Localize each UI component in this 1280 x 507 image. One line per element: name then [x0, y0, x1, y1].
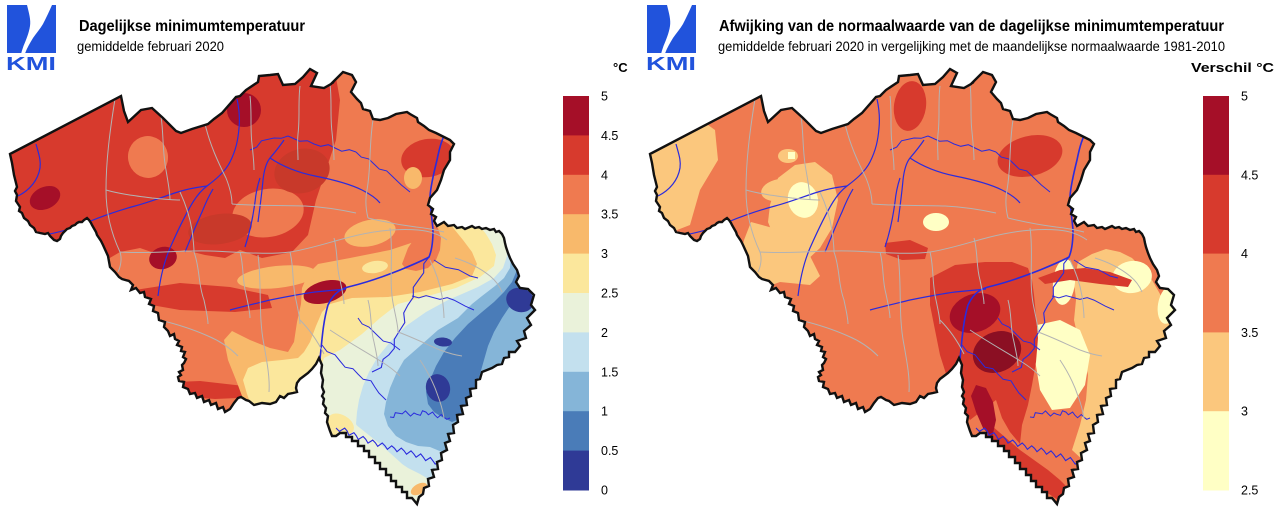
svg-text:5: 5	[1241, 90, 1248, 104]
svg-text:5: 5	[601, 90, 608, 104]
svg-text:4: 4	[1241, 247, 1248, 261]
svg-text:3: 3	[601, 247, 608, 261]
svg-text:2.5: 2.5	[601, 287, 618, 301]
svg-text:KMI: KMI	[646, 54, 696, 74]
svg-text:1: 1	[601, 405, 608, 419]
svg-text:2: 2	[601, 326, 608, 340]
svg-text:4: 4	[601, 168, 608, 182]
svg-text:3.5: 3.5	[601, 208, 618, 222]
svg-text:3.5: 3.5	[1241, 326, 1258, 340]
svg-text:Afwijking van de normaalwaarde: Afwijking van de normaalwaarde van de da…	[719, 18, 1224, 35]
svg-text:Verschil °C: Verschil °C	[1191, 60, 1275, 75]
svg-text:gemiddelde februari 2020 in ve: gemiddelde februari 2020 in vergelijking…	[718, 38, 1225, 54]
svg-text:2.5: 2.5	[1241, 484, 1258, 498]
svg-text:4.5: 4.5	[601, 129, 618, 143]
svg-text:0: 0	[601, 484, 608, 498]
svg-text:1.5: 1.5	[601, 365, 618, 379]
svg-text:KMI: KMI	[6, 54, 56, 74]
svg-text:3: 3	[1241, 405, 1248, 419]
svg-text:0.5: 0.5	[601, 444, 618, 458]
svg-text:4.5: 4.5	[1241, 168, 1258, 182]
svg-text:°C: °C	[613, 60, 628, 75]
svg-text:Dagelijkse minimumtemperatuur: Dagelijkse minimumtemperatuur	[79, 18, 305, 35]
svg-text:gemiddelde februari 2020: gemiddelde februari 2020	[77, 38, 224, 54]
